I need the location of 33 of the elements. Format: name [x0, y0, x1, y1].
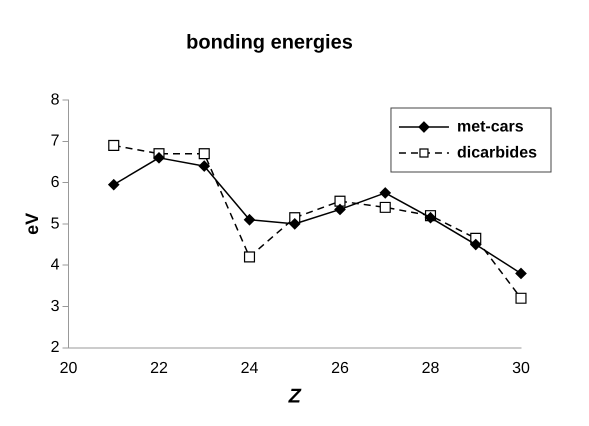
point [334, 204, 346, 216]
x-tick-label: 28 [422, 360, 440, 377]
x-tick-label: 24 [240, 360, 258, 377]
point [515, 292, 527, 304]
point [198, 160, 210, 172]
point [380, 187, 391, 199]
x-axis-title: Z [288, 386, 302, 408]
x-tick-label: 26 [331, 360, 349, 377]
point [470, 238, 482, 250]
y-tick-label: 6 [50, 174, 60, 192]
y-tick-label: 2 [50, 339, 60, 356]
point [108, 179, 120, 190]
chart-title: bonding energies [186, 32, 353, 54]
point [244, 214, 256, 226]
point [334, 196, 346, 207]
y-tick-label: 3 [50, 298, 60, 315]
x-tick-label: 22 [150, 360, 168, 377]
y-tick-label: 4 [50, 256, 60, 274]
y-tick-label: 8 [50, 91, 60, 108]
x-tick-label: 30 [512, 360, 530, 377]
point [380, 202, 391, 213]
point [108, 140, 120, 151]
x-tick-label: 20 [60, 360, 78, 377]
point [515, 268, 527, 280]
legend-label: met-cars [456, 118, 524, 136]
legend-label: dicarbides [456, 144, 538, 162]
y-axis-title: eV [22, 212, 42, 235]
point [153, 152, 165, 164]
y-tick-label: 5 [50, 215, 60, 232]
y-tick-label: 7 [50, 132, 60, 150]
point [289, 218, 300, 230]
point [244, 251, 256, 262]
point [198, 148, 210, 160]
